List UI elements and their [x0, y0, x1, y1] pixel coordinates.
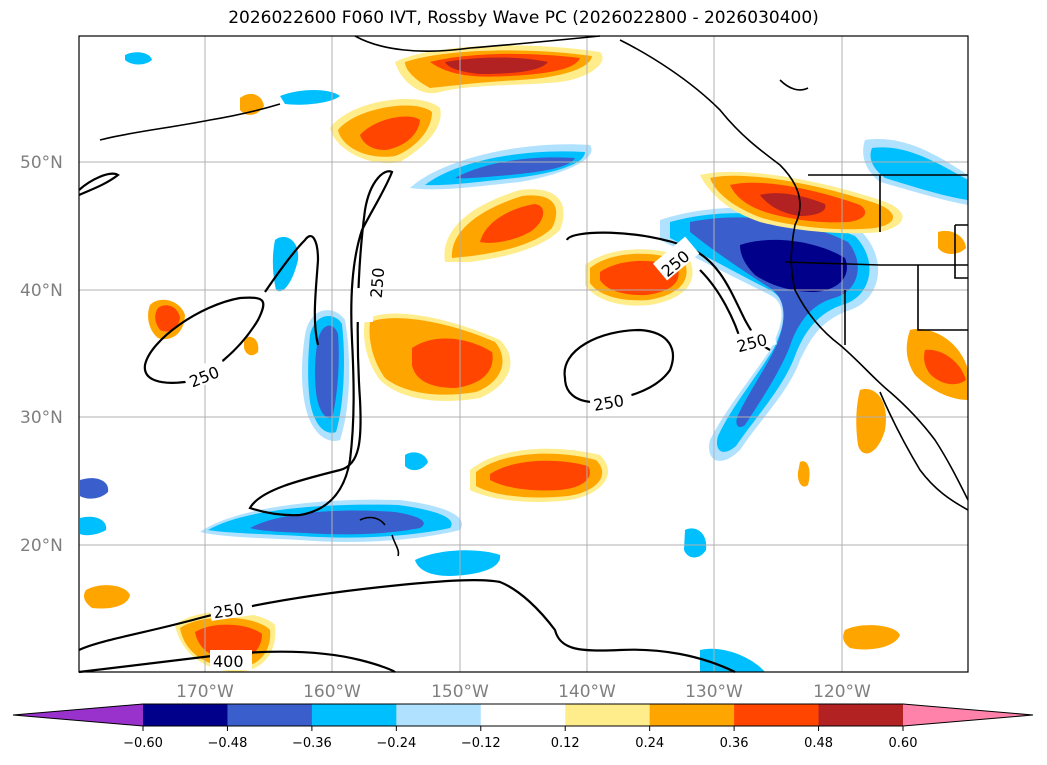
colorbar-segment — [649, 704, 735, 726]
colorbar-tick-label: 0.12 — [551, 736, 580, 751]
longitude-labels: 170°W 160°W 150°W 140°W 130°W 120°W — [176, 682, 871, 702]
cool-region-south-small — [415, 550, 501, 576]
colorbar-tick-label: 0.36 — [720, 736, 749, 751]
colorbar-segment — [227, 704, 313, 726]
lon-label: 130°W — [685, 682, 743, 702]
contour-250-west-loop — [143, 296, 265, 384]
anomaly-fills — [80, 45, 968, 672]
contour-250-south — [78, 579, 736, 673]
colorbar-tick-label: −0.48 — [208, 736, 248, 751]
colorbar-segment — [565, 704, 651, 726]
colorbar-tick-label: 0.24 — [635, 736, 664, 751]
lat-label: 40°N — [20, 281, 63, 301]
lon-label: 150°W — [431, 682, 489, 702]
lon-label: 160°W — [303, 682, 361, 702]
colorbar-segment — [480, 704, 566, 726]
contour-250-east-loop — [563, 328, 674, 404]
colorbar-extend-min — [13, 704, 143, 726]
contour-400 — [78, 650, 396, 674]
colorbar-extend-max — [903, 704, 1033, 726]
map-frame — [78, 35, 969, 673]
colorbar-tick-label: −0.24 — [376, 736, 416, 751]
colorbar-tick-label: −0.36 — [292, 736, 332, 751]
contour-label: 250 — [212, 599, 245, 622]
lon-label: 170°W — [176, 682, 234, 702]
latitude-labels: 50°N 40°N 30°N 20°N — [20, 153, 63, 556]
colorbar-segment — [143, 704, 228, 726]
colorbar-segment — [396, 704, 482, 726]
colorbar-segment — [818, 704, 904, 726]
contour-label: 250 — [592, 391, 625, 415]
coastlines — [99, 35, 969, 557]
contour-label: 400 — [213, 652, 244, 671]
lat-label: 50°N — [20, 153, 63, 173]
lon-label: 140°W — [558, 682, 616, 702]
colorbar-tick-label: −0.12 — [461, 736, 501, 751]
chart-title: 2026022600 F060 IVT, Rossby Wave PC (202… — [228, 8, 819, 28]
colorbar-segment — [734, 704, 820, 726]
colorbar-tick-label: 0.60 — [889, 736, 918, 751]
contour-label-group: 250 250 250 250 250 250 400 — [181, 236, 777, 671]
contour-250-central — [78, 170, 394, 517]
contour-label: 250 — [367, 267, 389, 299]
graticule — [79, 36, 968, 672]
colorbar: −0.60 −0.48 −0.36 −0.24 −0.12 0.12 0.24 0.36 0.4… — [12, 703, 1034, 751]
lat-label: 30°N — [20, 408, 63, 428]
colorbar-segment — [311, 704, 397, 726]
lat-label: 20°N — [20, 536, 63, 556]
ivt-contours — [78, 170, 771, 674]
colorbar-tick-label: 0.48 — [804, 736, 833, 751]
colorbar-tick-label: −0.60 — [123, 736, 163, 751]
lon-label: 120°W — [813, 682, 871, 702]
cool-core-coast — [740, 239, 847, 292]
